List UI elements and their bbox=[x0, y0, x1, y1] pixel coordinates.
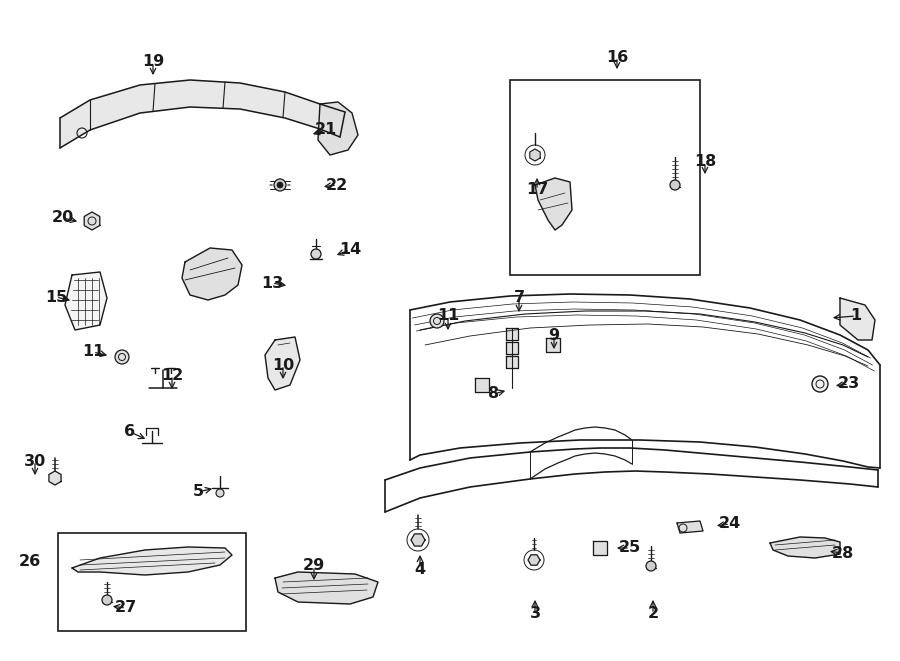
Text: 8: 8 bbox=[489, 387, 500, 401]
Text: 17: 17 bbox=[526, 182, 548, 198]
Polygon shape bbox=[677, 521, 703, 533]
Polygon shape bbox=[72, 547, 232, 575]
Text: 5: 5 bbox=[193, 485, 203, 500]
Circle shape bbox=[670, 180, 680, 190]
Text: 26: 26 bbox=[19, 553, 41, 568]
Polygon shape bbox=[275, 572, 378, 604]
Text: 11: 11 bbox=[82, 344, 104, 360]
Text: 9: 9 bbox=[548, 327, 560, 342]
Text: 3: 3 bbox=[529, 607, 541, 621]
Polygon shape bbox=[528, 555, 540, 565]
Polygon shape bbox=[593, 541, 607, 555]
Text: 30: 30 bbox=[24, 453, 46, 469]
Text: 20: 20 bbox=[52, 210, 74, 225]
Polygon shape bbox=[60, 80, 345, 148]
Polygon shape bbox=[506, 356, 518, 368]
Text: 24: 24 bbox=[719, 516, 741, 531]
Text: 10: 10 bbox=[272, 358, 294, 373]
Polygon shape bbox=[265, 337, 300, 390]
Circle shape bbox=[646, 561, 656, 571]
Circle shape bbox=[216, 489, 224, 497]
Text: 11: 11 bbox=[436, 309, 459, 323]
Text: 29: 29 bbox=[303, 559, 325, 574]
Text: 16: 16 bbox=[606, 50, 628, 65]
Polygon shape bbox=[182, 248, 242, 300]
Circle shape bbox=[430, 314, 444, 328]
Circle shape bbox=[277, 182, 283, 188]
Text: 21: 21 bbox=[315, 122, 338, 137]
Text: 28: 28 bbox=[832, 545, 854, 561]
Polygon shape bbox=[840, 298, 875, 340]
Polygon shape bbox=[546, 338, 560, 352]
Polygon shape bbox=[318, 102, 358, 155]
Text: 12: 12 bbox=[161, 368, 183, 383]
Text: 6: 6 bbox=[124, 424, 136, 440]
Text: 7: 7 bbox=[513, 290, 525, 305]
Text: 15: 15 bbox=[45, 290, 68, 305]
Circle shape bbox=[274, 179, 286, 191]
Bar bbox=[58, 533, 246, 631]
Polygon shape bbox=[49, 471, 61, 485]
Polygon shape bbox=[506, 342, 518, 354]
Text: 19: 19 bbox=[142, 54, 164, 69]
Text: 18: 18 bbox=[694, 155, 716, 169]
Text: 23: 23 bbox=[838, 377, 860, 391]
Polygon shape bbox=[85, 212, 100, 230]
Text: 1: 1 bbox=[850, 309, 861, 323]
Polygon shape bbox=[411, 534, 425, 546]
Text: 14: 14 bbox=[339, 243, 361, 258]
Circle shape bbox=[115, 350, 129, 364]
Polygon shape bbox=[770, 537, 840, 558]
Text: 2: 2 bbox=[647, 607, 659, 621]
Text: 13: 13 bbox=[261, 276, 284, 290]
Text: 22: 22 bbox=[326, 178, 348, 192]
Circle shape bbox=[812, 376, 828, 392]
Bar bbox=[510, 80, 700, 275]
Text: 27: 27 bbox=[115, 600, 137, 615]
Circle shape bbox=[102, 595, 112, 605]
Text: 4: 4 bbox=[414, 561, 426, 576]
Polygon shape bbox=[535, 178, 572, 230]
Polygon shape bbox=[530, 149, 540, 161]
Circle shape bbox=[311, 249, 321, 259]
Text: 25: 25 bbox=[619, 541, 641, 555]
Polygon shape bbox=[506, 328, 518, 340]
Polygon shape bbox=[65, 272, 107, 330]
Polygon shape bbox=[475, 378, 489, 392]
